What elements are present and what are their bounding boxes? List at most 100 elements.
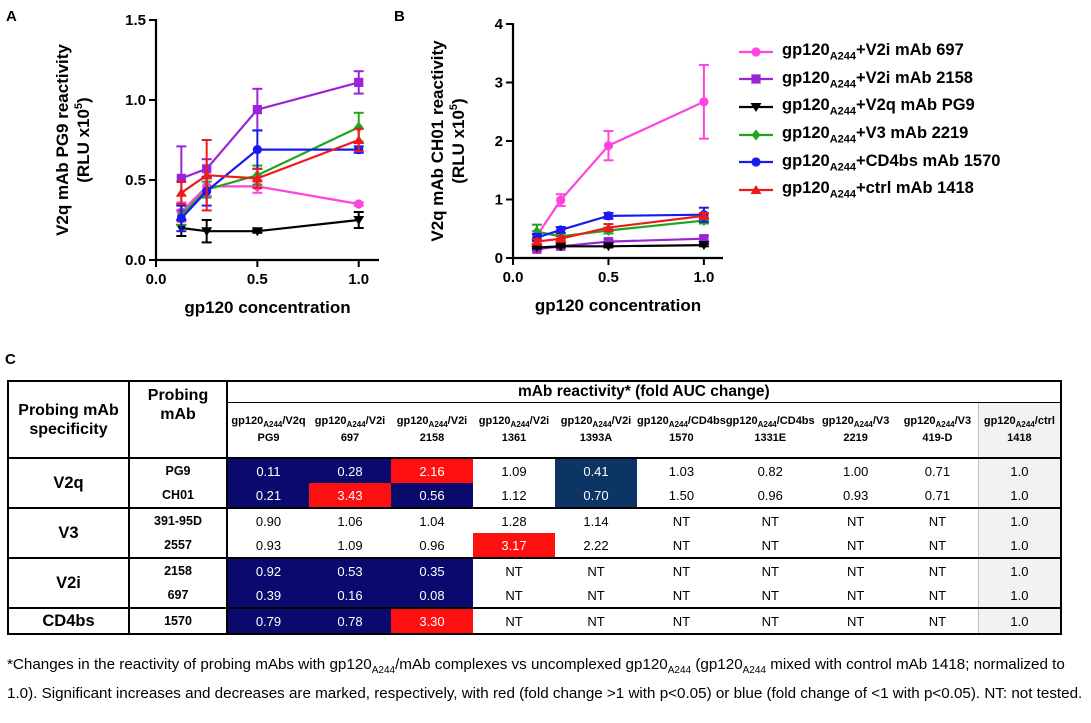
table-cell: 0.96: [725, 483, 815, 509]
chart-b-y-tick-label: 0: [495, 250, 503, 267]
legend-swatch: [739, 74, 773, 84]
chart-b-y-axis-unit: (RLU x105): [448, 98, 468, 183]
chart-a-data-point: [201, 227, 213, 237]
table-cell: 0.79: [227, 608, 309, 635]
chart-a-data-point: [353, 135, 365, 144]
chart-a-x-tick-label: 0.5: [247, 271, 268, 288]
chart-a-y-tick-label: 1.0: [125, 92, 146, 109]
chart-b-data-point: [531, 243, 543, 253]
legend-label: gp120A244+V2i mAb 697: [782, 41, 964, 63]
table-column-header: gp120A244/V2i 1361: [473, 402, 555, 459]
table-probing-mab: 2158: [129, 558, 228, 583]
table-group-specificity: V3: [7, 507, 130, 559]
table-probing-mab: 697: [129, 583, 228, 609]
table-cell: NT: [846, 513, 865, 529]
table-cell: NT: [896, 583, 979, 609]
legend-item: gp120A244+CD4bs mAb 1570: [738, 148, 1000, 176]
table-cell: 1.0: [978, 583, 1062, 609]
chart-b-data-point: [602, 222, 614, 232]
table-row: V2i 2158 0.92 0.53 0.35 NT NT NT NT NT NT 1.0: [7, 557, 1062, 609]
table-cell: NT: [672, 563, 691, 579]
table-row: 2557 0.93 1.09 0.96 3.17 2.22 NT NT NT NT 1.0: [8, 533, 1062, 559]
table-column-header: gp120A244/ctrl 1418: [978, 402, 1062, 459]
table-cell: 3.17: [473, 533, 555, 559]
table-probing-mab: 1570: [129, 608, 228, 635]
table-cell: NT: [555, 608, 637, 635]
table-cell: NT: [928, 563, 947, 579]
table-group-specificity: CD4bs: [7, 607, 130, 635]
chart-b-x-tick-label: 0.0: [503, 269, 524, 286]
table-cell: 1.0: [978, 558, 1062, 583]
table-cell: 0.78: [309, 608, 391, 635]
table-cell: 2.16: [391, 458, 473, 483]
table-cell: 0.90: [255, 513, 282, 529]
table-cell: 1.0: [978, 508, 1062, 533]
table-cell: 0.39: [227, 583, 309, 609]
chart-b-y-tick-label: 3: [495, 75, 503, 92]
table-cell: 1.0: [978, 608, 1062, 635]
legend-swatch: [739, 184, 773, 194]
chart-b-data-point: [555, 233, 567, 243]
chart-b-data-point: [603, 141, 614, 151]
legend-swatch: [739, 129, 773, 141]
table-cell: NT: [725, 608, 815, 635]
chart-a-data-point: [354, 199, 364, 209]
table-group-specificity: V2i: [7, 557, 130, 609]
legend-item: gp120A244+V2i mAb 2158: [738, 66, 1000, 94]
table-cell: 0.21: [227, 483, 309, 509]
table-row: CD4bs 1570 0.79 0.78 3.30 NT NT NT NT NT NT 1.0: [7, 607, 1062, 635]
chart-a-y-tick-label: 0.0: [125, 252, 146, 269]
legend-swatch: [739, 157, 773, 167]
legend-marker: [750, 102, 762, 112]
chart-a-data-point: [252, 145, 262, 155]
table-cell: 0.35: [391, 558, 473, 583]
chart-a-data-point: [251, 173, 263, 183]
table-row: V2q PG9 0.11 0.28 2.16 1.09 0.41 1.03 0.82 1.00 0.…: [7, 457, 1062, 509]
table-cell: 0.82: [757, 463, 783, 479]
chart-a: 0.0 0.5 1.0 1.5 0.0 0.5 1.0 gp120 concentration…: [53, 12, 379, 317]
chart-b-series-line: [536, 213, 704, 239]
table-cell: NT: [473, 583, 555, 609]
chart-a-x-axis-label: gp120 concentration: [184, 298, 350, 317]
chart-b-y-tick-label: 4: [495, 16, 504, 33]
chart-a-y-axis-label: V2q mAb PG9 reactivity: [53, 44, 72, 236]
legend-marker: [751, 47, 761, 57]
legend-marker: [751, 129, 761, 141]
table-column-header: gp120A244/V2i 2158: [391, 402, 473, 459]
legend-label: gp120A244+V2i mAb 2158: [782, 68, 973, 91]
legend-label: gp120A244+ctrl mAb 1418: [782, 179, 974, 201]
chart-b-y-axis-label: V2q mAb CH01 reactivity: [428, 40, 447, 242]
reactivity-table: Probing mAb specificity Probing mAb mAb re…: [7, 380, 1062, 635]
table-cell: NT: [505, 563, 523, 579]
chart-b-data-point: [531, 236, 543, 246]
table-cell: NT: [761, 513, 779, 529]
legend-label: gp120A244+V2q mAb PG9: [782, 96, 975, 118]
table-group-specificity: V2q: [7, 457, 130, 509]
table-row: 697 0.39 0.16 0.08 NT NT NT NT NT NT 1.0: [8, 583, 1062, 609]
table-cell: NT: [555, 583, 637, 609]
legend-swatch: [739, 47, 773, 57]
table-cell: NT: [725, 583, 815, 609]
table-cell: 0.93: [814, 483, 897, 509]
table-cell: 0.16: [309, 583, 391, 609]
chart-a-data-point: [251, 227, 263, 237]
table-probing-mab: 391-95D: [129, 508, 228, 533]
table-cell: 1.12: [473, 483, 555, 509]
chart-b-x-tick-label: 1.0: [693, 269, 714, 286]
chart-b-data-point: [699, 234, 709, 244]
legend-item: gp120A244+V2i mAb 697: [738, 38, 1000, 66]
table-cell: 1.04: [419, 513, 445, 529]
table-cell: 1.28: [501, 513, 527, 529]
table-cell: 0.93: [227, 533, 309, 559]
table-cell: NT: [814, 608, 897, 635]
table-cell: 0.92: [227, 558, 309, 583]
table-probing-mab: CH01: [129, 483, 228, 509]
chart-a-series-line: [180, 138, 360, 194]
table-cell: 0.70: [555, 483, 637, 509]
table-cell: NT: [846, 563, 865, 579]
chart-b-x-tick-label: 0.5: [598, 269, 619, 286]
table-cell: 0.11: [227, 458, 309, 483]
chart-a-y-tick-label: 0.5: [125, 172, 146, 189]
legend-item: gp120A244+ctrl mAb 1418: [738, 176, 1000, 204]
chart-b-data-point: [556, 195, 566, 205]
